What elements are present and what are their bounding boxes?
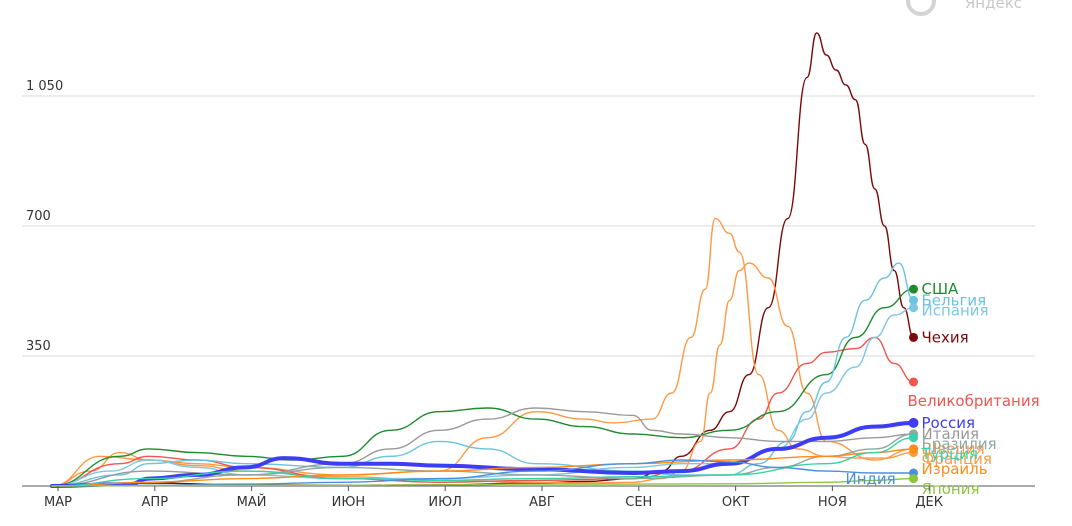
x-tick-label: ОКТ bbox=[722, 495, 749, 510]
x-tick-label: МАЙ bbox=[237, 494, 267, 510]
series-label: Турция bbox=[921, 445, 979, 463]
series-line bbox=[51, 437, 915, 487]
series-label: Испания bbox=[922, 301, 989, 319]
series-end-marker bbox=[909, 444, 919, 454]
x-tick-label: АПР bbox=[142, 495, 169, 510]
y-tick-label: 700 bbox=[26, 209, 51, 224]
x-tick-label: НОЯ bbox=[818, 495, 847, 510]
series-label: Япония bbox=[922, 480, 980, 498]
series-end-marker bbox=[909, 295, 919, 305]
series-line bbox=[51, 448, 915, 487]
logo-circle bbox=[906, 0, 936, 16]
series-end-marker bbox=[909, 377, 919, 387]
series-label: Бельгия bbox=[922, 291, 987, 309]
series-line bbox=[51, 288, 915, 487]
series-line bbox=[51, 477, 915, 487]
series-lines bbox=[50, 32, 916, 488]
series-label: Индия bbox=[846, 470, 896, 488]
end-markers bbox=[908, 284, 919, 484]
series-label: Великобритания bbox=[908, 392, 1040, 410]
x-tick-label: ДЕК bbox=[915, 495, 943, 510]
series-label: Чехия bbox=[922, 328, 969, 346]
axes: 350 700 1 050 МАР АПР МАЙ ИЮН ИЮЛ АВГ СЕН ОКТ НОЯ ДЕ… bbox=[26, 79, 943, 510]
series-label: Италия bbox=[922, 425, 980, 443]
y-tick-label: 1 050 bbox=[26, 79, 63, 94]
yandex-logo: Яндекс bbox=[964, 0, 1022, 12]
x-tick-label: МАР bbox=[44, 495, 72, 510]
x-tick-label: ИЮН bbox=[332, 495, 366, 510]
series-line bbox=[51, 262, 915, 487]
x-tick-label: ИЮЛ bbox=[428, 495, 462, 510]
series-end-marker bbox=[908, 417, 919, 428]
series-line bbox=[50, 420, 916, 488]
series-label: Россия bbox=[922, 414, 976, 432]
series-end-marker bbox=[909, 474, 919, 484]
series-line bbox=[51, 262, 915, 487]
series-end-marker bbox=[909, 284, 919, 294]
series-label: Бразилия bbox=[922, 435, 997, 453]
series-end-marker bbox=[909, 433, 919, 443]
series-end-marker bbox=[909, 332, 919, 342]
series-label: США bbox=[922, 280, 960, 298]
series-line bbox=[51, 459, 915, 487]
x-tick-label: АВГ bbox=[529, 495, 555, 510]
x-tick-label: СЕН bbox=[625, 495, 652, 510]
series-line bbox=[51, 32, 915, 487]
series-label: Израиль bbox=[922, 460, 988, 478]
y-tick-label: 350 bbox=[26, 339, 51, 354]
series-line bbox=[51, 307, 915, 487]
series-end-marker bbox=[909, 303, 919, 313]
series-label: Франция bbox=[922, 450, 992, 468]
series-label: Швеция bbox=[922, 440, 985, 458]
